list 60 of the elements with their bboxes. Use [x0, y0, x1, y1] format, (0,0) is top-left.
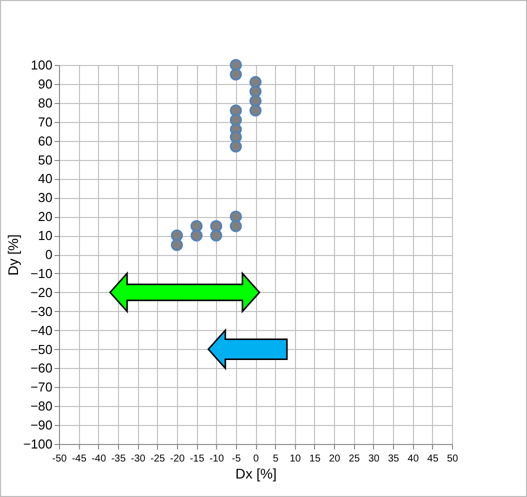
- point: [230, 131, 242, 143]
- y-tick-label: 100: [30, 58, 52, 72]
- y-tick-label: 10: [38, 228, 52, 244]
- x-tick-label: -45: [72, 454, 87, 464]
- x-tick-label: 20: [329, 454, 341, 464]
- point: [230, 104, 242, 116]
- x-tick-label: 40: [408, 454, 420, 464]
- x-tick-label: -50: [52, 454, 68, 464]
- x-tick-label: -5: [232, 454, 242, 464]
- point: [250, 104, 262, 116]
- point: [210, 230, 222, 242]
- y-tick-label: 80: [38, 95, 52, 110]
- y-tick-label: 0: [45, 247, 52, 262]
- x-tick-label: 15: [309, 454, 321, 464]
- x-tick-label: -10: [209, 454, 224, 464]
- point: [250, 95, 262, 107]
- point: [190, 230, 203, 242]
- x-tick-label: 30: [368, 454, 380, 464]
- y-tick-label: −100: [23, 436, 52, 452]
- y-tick-label: −20: [30, 284, 52, 300]
- x-tick-label: -35: [111, 454, 126, 464]
- x-tick-label: -15: [190, 454, 205, 464]
- point: [230, 114, 242, 126]
- x-tick-label: 35: [388, 454, 400, 464]
- point: [190, 220, 203, 232]
- y-tick-label: −40: [30, 322, 52, 338]
- x-tick-label: 25: [348, 454, 360, 464]
- x-tick-label: -20: [170, 454, 186, 464]
- y-tick-label: −60: [30, 360, 52, 376]
- y-tick-label: 40: [38, 171, 52, 186]
- y-tick-label: −30: [30, 304, 52, 319]
- x-tick-label: 5: [272, 454, 279, 464]
- y-tick-label: −10: [30, 266, 52, 281]
- x-tick-label: -40: [92, 454, 106, 464]
- point: [230, 68, 242, 80]
- point: [230, 210, 242, 223]
- y-tick-label: 50: [38, 152, 52, 168]
- x-tick-label: 50: [446, 454, 458, 464]
- x-axis-title: Dx [%]: [235, 466, 277, 482]
- y-tick-label: −50: [30, 342, 52, 357]
- y-tick-label: 20: [38, 209, 52, 224]
- y-tick-label: −70: [30, 380, 52, 395]
- y-tick-label: −80: [30, 398, 52, 414]
- y-tick-label: 60: [38, 133, 52, 148]
- point: [230, 220, 242, 232]
- point: [230, 59, 242, 71]
- y-axis-title: Dy [%]: [5, 234, 22, 276]
- y-tick-label: 90: [38, 76, 52, 92]
- point: [170, 239, 183, 252]
- x-tick-label: 10: [290, 454, 302, 464]
- y-tick-label: −90: [30, 418, 52, 433]
- y-tick-label: 30: [38, 190, 52, 206]
- x-tick-label: 45: [427, 454, 439, 464]
- x-tick-label: -25: [150, 454, 166, 464]
- point: [230, 140, 242, 152]
- point: [210, 220, 222, 232]
- point: [170, 230, 183, 242]
- x-tick-label: 0: [253, 454, 260, 464]
- x-tick-label: -30: [130, 454, 146, 464]
- y-tick-label: 70: [38, 114, 52, 130]
